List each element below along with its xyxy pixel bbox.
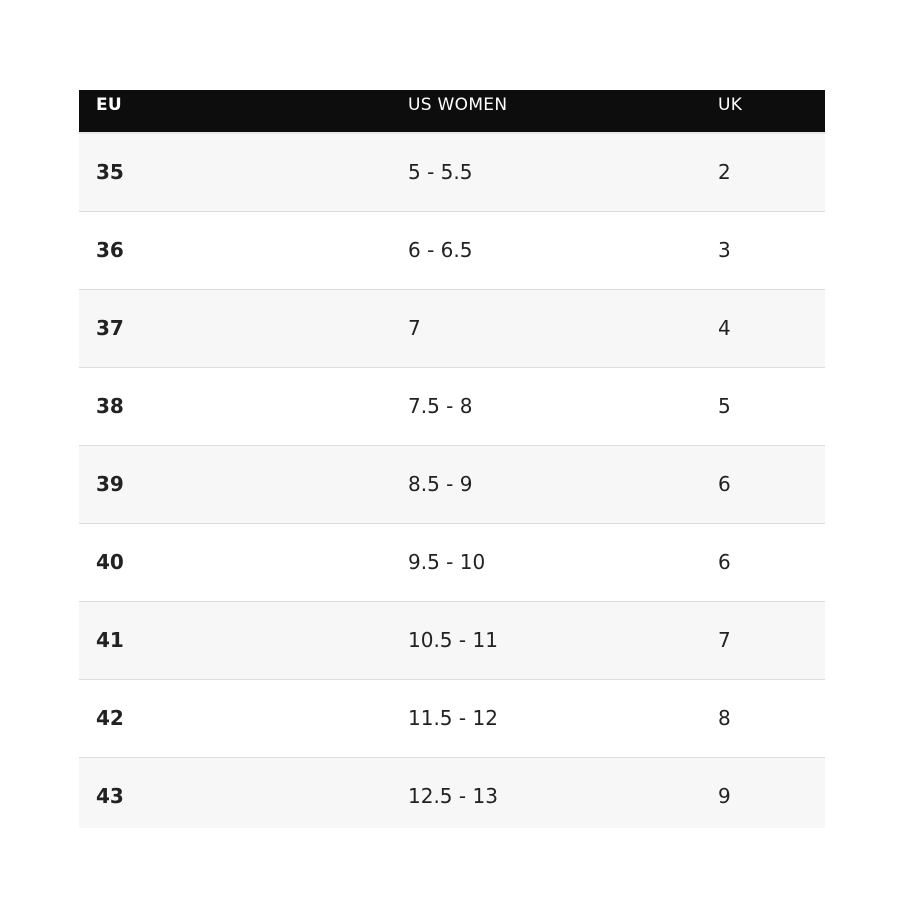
cell-us-women: 5 - 5.5 xyxy=(408,160,473,184)
table-header: EU US WOMEN UK xyxy=(79,90,825,134)
table-row: 35 5 - 5.5 2 xyxy=(79,134,825,212)
cell-uk: 7 xyxy=(718,628,731,652)
cell-eu: 40 xyxy=(96,550,124,574)
cell-uk: 8 xyxy=(718,706,731,730)
cell-eu: 36 xyxy=(96,238,124,262)
cell-uk: 6 xyxy=(718,472,731,496)
table-row: 40 9.5 - 10 6 xyxy=(79,524,825,602)
table-row: 39 8.5 - 9 6 xyxy=(79,446,825,524)
cell-eu: 39 xyxy=(96,472,124,496)
table-row: 43 12.5 - 13 9 xyxy=(79,758,825,828)
cell-uk: 6 xyxy=(718,550,731,574)
cell-eu: 37 xyxy=(96,316,124,340)
cell-uk: 3 xyxy=(718,238,731,262)
table-row: 38 7.5 - 8 5 xyxy=(79,368,825,446)
cell-us-women: 10.5 - 11 xyxy=(408,628,498,652)
header-uk: UK xyxy=(718,95,743,115)
cell-eu: 38 xyxy=(96,394,124,418)
table-body: 35 5 - 5.5 2 36 6 - 6.5 3 37 7 4 38 7.5 - 8 5 39 8.5 … xyxy=(79,134,825,828)
table-row: 41 10.5 - 11 7 xyxy=(79,602,825,680)
cell-eu: 43 xyxy=(96,784,124,808)
cell-uk: 5 xyxy=(718,394,731,418)
cell-us-women: 12.5 - 13 xyxy=(408,784,498,808)
cell-uk: 9 xyxy=(718,784,731,808)
cell-us-women: 9.5 - 10 xyxy=(408,550,486,574)
cell-us-women: 7 xyxy=(408,316,421,340)
cell-us-women: 7.5 - 8 xyxy=(408,394,473,418)
size-chart-table: EU US WOMEN UK 35 5 - 5.5 2 36 6 - 6.5 3 37 7 4 3… xyxy=(79,90,825,828)
header-eu: EU xyxy=(96,95,123,115)
header-us-women: US WOMEN xyxy=(408,95,508,115)
cell-eu: 42 xyxy=(96,706,124,730)
cell-us-women: 6 - 6.5 xyxy=(408,238,473,262)
table-row: 37 7 4 xyxy=(79,290,825,368)
cell-us-women: 8.5 - 9 xyxy=(408,472,473,496)
cell-us-women: 11.5 - 12 xyxy=(408,706,498,730)
cell-eu: 41 xyxy=(96,628,124,652)
cell-uk: 2 xyxy=(718,160,731,184)
table-row: 42 11.5 - 12 8 xyxy=(79,680,825,758)
table-row: 36 6 - 6.5 3 xyxy=(79,212,825,290)
cell-uk: 4 xyxy=(718,316,731,340)
cell-eu: 35 xyxy=(96,160,124,184)
